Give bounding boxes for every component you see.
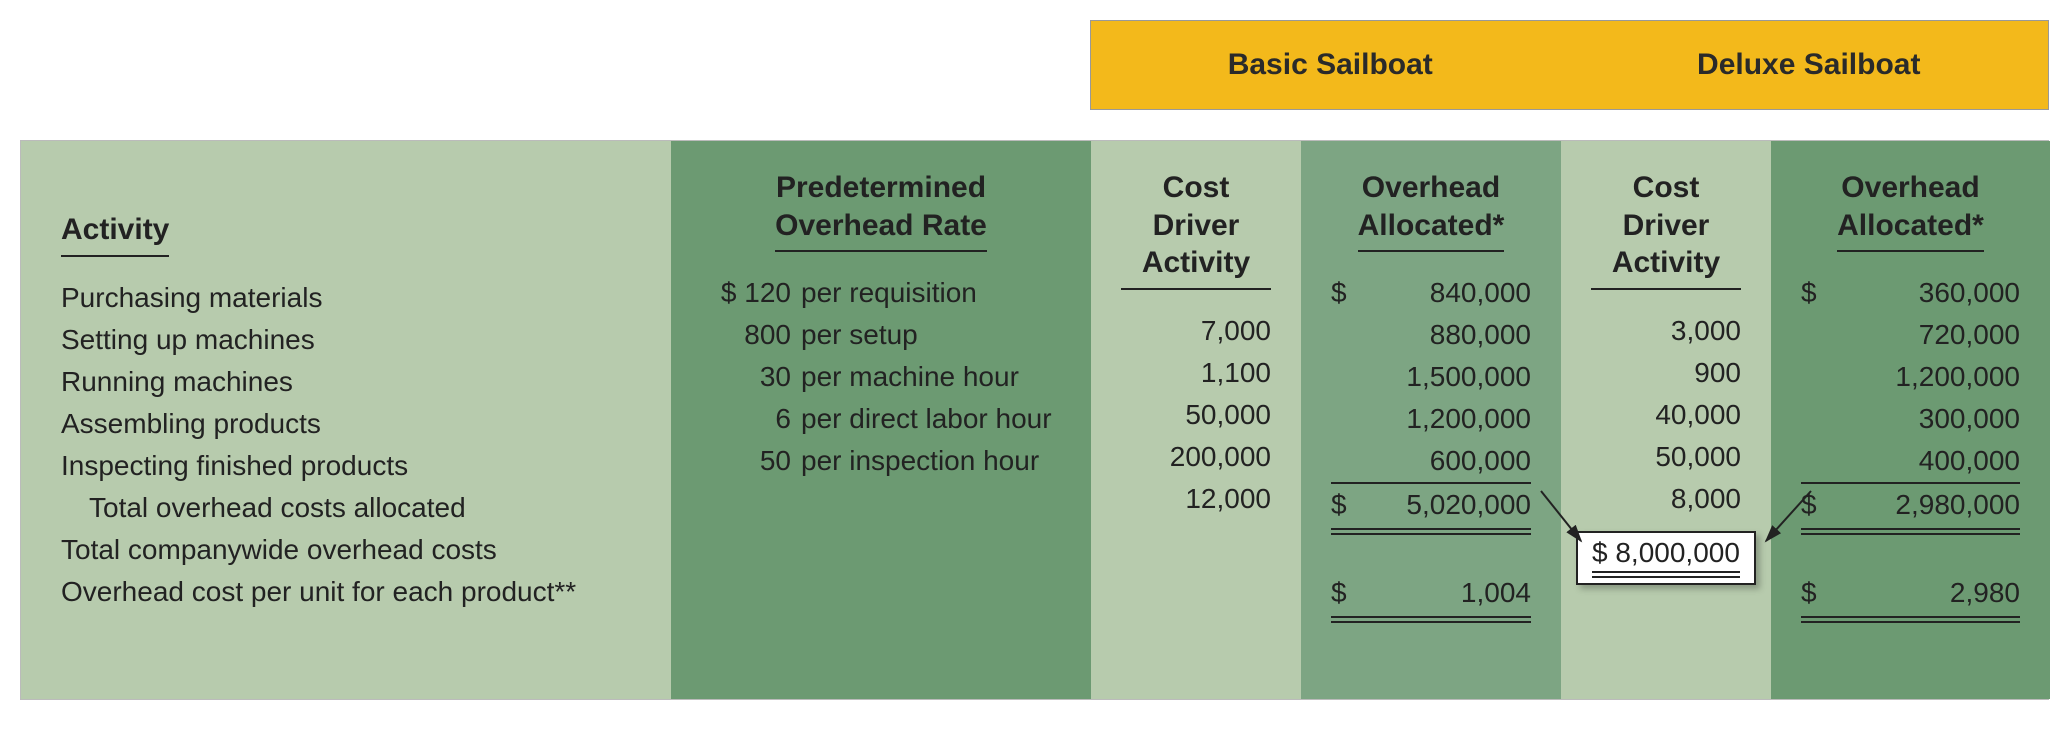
rate-row: 800per setup: [711, 314, 1061, 356]
alloc-cell: 300,000: [1801, 398, 2020, 440]
col-activity: Activity Purchasing materials Setting up…: [21, 141, 671, 699]
rate-row: 30per machine hour: [711, 356, 1061, 398]
rate-row: 50per inspection hour: [711, 440, 1061, 482]
driver-cell: 12,000: [1121, 478, 1271, 520]
deluxe-alloc-rows: $360,000 720,000 1,200,000 300,000 400,0…: [1801, 272, 2020, 618]
activity-row: Assembling products: [61, 403, 641, 445]
company-total-callout: $ 8,000,000: [1576, 531, 1756, 585]
deluxe-total-alloc: $2,980,000: [1801, 482, 2020, 530]
deluxe-driver-rows: 3,000 900 40,000 50,000 8,000: [1591, 310, 1741, 520]
hdr-driver-deluxe: Cost Driver Activity: [1591, 169, 1741, 290]
company-total-label: Total companywide overhead costs: [61, 529, 641, 571]
alloc-cell: 880,000: [1331, 314, 1531, 356]
company-total-value: $ 8,000,000: [1592, 537, 1740, 573]
driver-cell: 1,100: [1121, 352, 1271, 394]
alloc-cell: 1,200,000: [1331, 398, 1531, 440]
activity-row: Running machines: [61, 361, 641, 403]
deluxe-per-unit: $2,980: [1801, 572, 2020, 618]
driver-cell: 8,000: [1591, 478, 1741, 520]
driver-cell: 50,000: [1591, 436, 1741, 478]
hdr-driver-basic: Cost Driver Activity: [1121, 169, 1271, 290]
basic-alloc-rows: $840,000 880,000 1,500,000 1,200,000 600…: [1331, 272, 1531, 618]
basic-per-unit: $1,004: [1331, 572, 1531, 618]
activity-row: Inspecting finished products: [61, 445, 641, 487]
product-deluxe-label: Deluxe Sailboat: [1570, 48, 2049, 82]
cost-table: Activity Purchasing materials Setting up…: [20, 140, 2049, 700]
alloc-cell: $840,000: [1331, 272, 1531, 314]
driver-cell: 7,000: [1121, 310, 1271, 352]
driver-cell: 3,000: [1591, 310, 1741, 352]
rate-row: $ 120per requisition: [711, 272, 1061, 314]
alloc-cell: 720,000: [1801, 314, 2020, 356]
activity-row: Purchasing materials: [61, 277, 641, 319]
col-deluxe-alloc: Overhead Allocated* $360,000 720,000 1,2…: [1771, 141, 2050, 699]
rate-row: 6per direct labor hour: [711, 398, 1061, 440]
alloc-cell: 1,200,000: [1801, 356, 2020, 398]
alloc-cell: 1,500,000: [1331, 356, 1531, 398]
col-basic-driver: Cost Driver Activity 7,000 1,100 50,000 …: [1091, 141, 1301, 699]
rate-rows: $ 120per requisition 800per setup 30per …: [701, 272, 1061, 482]
col-rate: Predetermined Overhead Rate $ 120per req…: [671, 141, 1091, 699]
basic-total-alloc: $5,020,000: [1331, 482, 1531, 530]
activity-row: Setting up machines: [61, 319, 641, 361]
driver-cell: 50,000: [1121, 394, 1271, 436]
driver-cell: 200,000: [1121, 436, 1271, 478]
driver-cell: 40,000: [1591, 394, 1741, 436]
per-unit-label: Overhead cost per unit for each product*…: [61, 571, 641, 613]
basic-driver-rows: 7,000 1,100 50,000 200,000 12,000: [1121, 310, 1271, 520]
activity-rows: Purchasing materials Setting up machines…: [61, 277, 641, 613]
hdr-rate: Predetermined Overhead Rate: [775, 169, 987, 252]
col-deluxe-driver: Cost Driver Activity 3,000 900 40,000 50…: [1561, 141, 1771, 699]
col-basic-alloc: Overhead Allocated* $840,000 880,000 1,5…: [1301, 141, 1561, 699]
hdr-alloc-basic: Overhead Allocated*: [1358, 169, 1505, 252]
alloc-cell: 400,000: [1801, 440, 2020, 482]
alloc-cell: $360,000: [1801, 272, 2020, 314]
product-basic-label: Basic Sailboat: [1091, 48, 1570, 82]
hdr-alloc-deluxe: Overhead Allocated*: [1837, 169, 1984, 252]
product-header-bar: Basic Sailboat Deluxe Sailboat: [1090, 20, 2049, 110]
alloc-cell: 600,000: [1331, 440, 1531, 482]
total-alloc-label: Total overhead costs allocated: [61, 487, 641, 529]
driver-cell: 900: [1591, 352, 1741, 394]
hdr-activity: Activity: [61, 211, 169, 257]
